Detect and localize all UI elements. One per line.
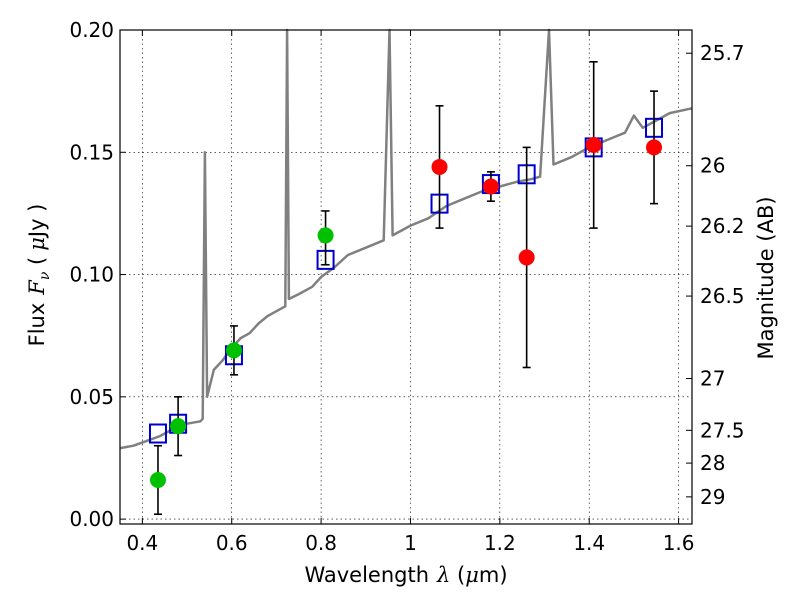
- x-tick-label: 0.4: [126, 531, 158, 555]
- x-tick-label: 1: [404, 531, 417, 555]
- mag-tick-label: 26: [700, 154, 725, 178]
- red-data-point: [646, 139, 663, 156]
- y-tick-label: 0.20: [69, 18, 114, 42]
- x-axis-unit-open: (: [450, 563, 465, 587]
- y-axis-title: Flux Fν ( μJy ): [25, 204, 53, 347]
- x-tick-label: 0.8: [305, 531, 337, 555]
- x-axis-unit-mu: μ: [465, 563, 479, 587]
- x-tick-label: 1.4: [573, 531, 605, 555]
- model-band-square: [148, 423, 167, 444]
- data-points-layer: [148, 60, 664, 516]
- x-axis-title: Wavelength λ (μm): [304, 563, 507, 587]
- x-tick-label: 1.6: [663, 531, 695, 555]
- mag-tick-label: 25.7: [700, 41, 745, 65]
- mag-tick-label: 28: [700, 451, 725, 475]
- model-spectrum-layer: [119, 28, 693, 450]
- x-tick-label: 0.6: [216, 531, 248, 555]
- red-data-point: [431, 158, 448, 175]
- y-axis-subscript-nu: ν: [37, 271, 53, 280]
- y-tick-label: 0.00: [69, 507, 114, 531]
- model-spectrum-line: [119, 28, 693, 450]
- green-data-point: [149, 471, 166, 488]
- red-data-point: [585, 136, 602, 153]
- red-data-point: [482, 178, 499, 195]
- red-data-point: [518, 249, 535, 266]
- mag-tick-label: 29: [700, 485, 725, 509]
- y-tick-label: 0.15: [69, 140, 114, 164]
- y-axis-unit-close: Jy ): [25, 204, 49, 240]
- x-axis-unit-close: m): [479, 563, 508, 587]
- mag-tick-label: 26.2: [700, 214, 745, 238]
- y-axis-unit-open: (: [25, 257, 49, 272]
- x-axis-title-text: Wavelength: [304, 563, 429, 587]
- plot-frame: [119, 29, 693, 525]
- green-data-point: [170, 418, 187, 435]
- y-axis-title-text: Flux: [25, 303, 49, 347]
- y2-axis-title: Magnitude (AB): [754, 196, 778, 359]
- y-axis-symbol-f: F: [25, 279, 49, 296]
- x-axis-lambda: λ: [436, 563, 450, 587]
- green-data-point: [317, 227, 334, 244]
- mag-tick-label: 27.5: [700, 418, 745, 442]
- axis-ticks: 0.4 0.6 0.8 1 1.2 1.4 1.6 0.00 0.05 0.10 0.15 0.20 2…: [69, 18, 744, 555]
- y-tick-label: 0.10: [69, 263, 114, 287]
- y-tick-label: 0.05: [69, 385, 114, 409]
- y-axis-unit-mu: μ: [25, 237, 49, 251]
- green-data-point: [225, 342, 242, 359]
- mag-tick-label: 26.5: [700, 284, 745, 308]
- x-tick-label: 1.2: [484, 531, 516, 555]
- mag-tick-label: 27: [700, 366, 725, 390]
